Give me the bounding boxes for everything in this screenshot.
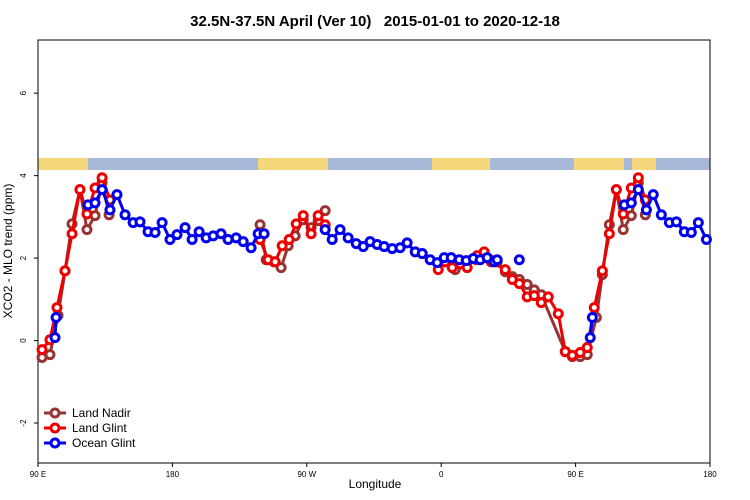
x-tick-label: 90 W xyxy=(297,470,316,479)
data-point xyxy=(535,297,547,309)
data-point xyxy=(49,332,61,344)
data-point xyxy=(215,228,227,240)
series-line xyxy=(53,186,708,338)
data-point xyxy=(51,302,63,314)
data-point xyxy=(334,224,346,236)
data-point xyxy=(491,254,503,266)
y-axis-label: XCO2 - MLO trend (ppm) xyxy=(1,184,15,319)
data-point xyxy=(104,204,116,216)
data-point xyxy=(119,209,131,221)
data-point xyxy=(171,229,183,241)
data-point xyxy=(617,208,629,220)
data-point xyxy=(499,264,511,276)
legend-marker xyxy=(49,407,61,419)
data-point xyxy=(655,209,667,221)
data-point xyxy=(66,228,78,240)
legend-label: Land Nadir xyxy=(72,406,131,420)
data-point xyxy=(74,184,86,196)
data-point xyxy=(276,240,288,252)
data-point xyxy=(632,184,644,196)
series-line xyxy=(41,182,647,359)
y-tick-label: 6 xyxy=(19,90,28,95)
data-point xyxy=(283,234,295,246)
data-point xyxy=(254,219,266,231)
legend-marker xyxy=(49,437,61,449)
data-point xyxy=(342,232,354,244)
data-point xyxy=(81,208,93,220)
data-point xyxy=(111,189,123,201)
data-point xyxy=(670,216,682,228)
data-point xyxy=(179,222,191,234)
data-point xyxy=(96,172,108,184)
data-point xyxy=(305,228,317,240)
data-point xyxy=(596,265,608,277)
y-tick-label: 4 xyxy=(19,173,28,178)
data-point xyxy=(603,228,615,240)
x-tick-label: 180 xyxy=(166,470,180,479)
data-point xyxy=(59,265,71,277)
data-point xyxy=(44,349,56,361)
x-tick-label: 180 xyxy=(703,470,717,479)
data-point xyxy=(186,234,198,246)
legend-label: Ocean Glint xyxy=(72,436,136,450)
x-axis-label: Longitude xyxy=(349,477,402,491)
data-point xyxy=(326,234,338,246)
data-point xyxy=(394,242,406,254)
data-point xyxy=(513,254,525,266)
data-point xyxy=(357,241,369,253)
data-point xyxy=(692,217,704,229)
data-point xyxy=(134,216,146,228)
data-point xyxy=(647,189,659,201)
data-point xyxy=(401,237,413,249)
x-tick-label: 90 E xyxy=(567,470,583,479)
data-point xyxy=(149,227,161,239)
data-point xyxy=(581,342,593,354)
legend-label: Land Glint xyxy=(72,421,127,435)
y-tick-label: 2 xyxy=(19,255,28,260)
data-point xyxy=(89,197,101,209)
data-point xyxy=(164,234,176,246)
data-point xyxy=(610,184,622,196)
data-point xyxy=(632,172,644,184)
data-point xyxy=(588,302,600,314)
data-point xyxy=(528,290,540,302)
data-point xyxy=(269,256,281,268)
data-point xyxy=(617,224,629,236)
data-point xyxy=(290,218,302,230)
data-point xyxy=(574,347,586,359)
data-point xyxy=(625,197,637,209)
data-point xyxy=(416,248,428,260)
plot-frame xyxy=(37,39,711,464)
data-point xyxy=(584,332,596,344)
chart-title: 32.5N-37.5N April (Ver 10) 2015-01-01 to… xyxy=(190,13,560,30)
data-point xyxy=(552,308,564,320)
land-mask-strip xyxy=(38,158,710,170)
y-tick-label: 0 xyxy=(19,338,28,343)
legend-marker xyxy=(49,422,61,434)
y-tick-label: -2 xyxy=(19,419,28,427)
data-point xyxy=(700,234,712,246)
data-point xyxy=(513,278,525,290)
data-point xyxy=(640,204,652,216)
data-point xyxy=(36,344,48,356)
data-point xyxy=(237,236,249,248)
data-point xyxy=(245,242,257,254)
x-tick-label: 0 xyxy=(439,470,444,479)
data-point xyxy=(156,217,168,229)
data-point xyxy=(319,205,331,217)
data-point xyxy=(542,291,554,303)
x-tick-label: 90 E xyxy=(30,470,46,479)
data-point xyxy=(81,224,93,236)
data-point xyxy=(50,311,62,323)
data-point xyxy=(312,210,324,222)
data-point xyxy=(96,184,108,196)
data-point xyxy=(258,228,270,240)
data-point xyxy=(193,226,205,238)
data-point xyxy=(319,224,331,236)
data-point xyxy=(297,210,309,222)
data-point xyxy=(685,227,697,239)
data-point xyxy=(586,311,598,323)
data-point xyxy=(431,257,443,269)
